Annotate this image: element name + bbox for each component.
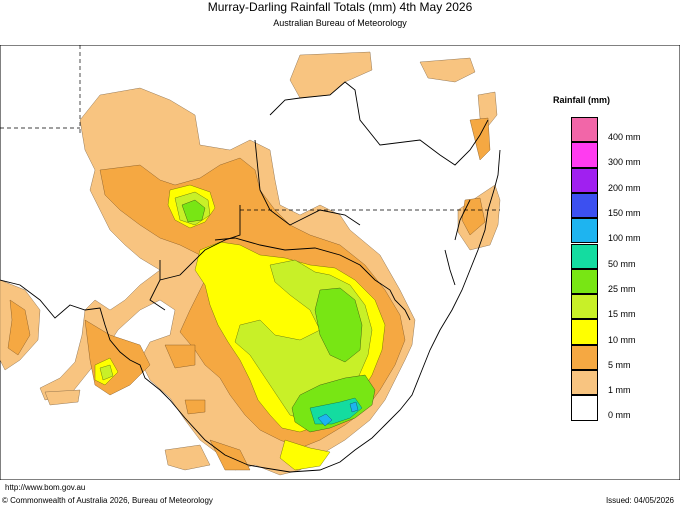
legend-swatch [571, 218, 598, 244]
copyright-text: © Commonwealth of Australia 2026, Bureau… [2, 496, 213, 505]
legend-swatch [571, 117, 598, 143]
legend-swatch [571, 142, 598, 168]
state-borders [0, 81, 501, 473]
legend-label: 400 mm [608, 132, 641, 143]
map-title: Murray-Darling Rainfall Totals (mm) 4th … [207, 0, 473, 14]
legend-label: 1 mm [608, 385, 631, 396]
legend-label: 200 mm [608, 182, 641, 193]
legend-label: 10 mm [608, 334, 636, 345]
rainfall-map [0, 45, 680, 480]
legend-swatch [571, 395, 598, 421]
legend-label: 25 mm [608, 283, 636, 294]
legend-swatch [571, 344, 598, 370]
legend-swatch [571, 243, 598, 269]
legend-label: 5 mm [608, 359, 631, 370]
legend-swatch [571, 370, 598, 396]
legend-label: 0 mm [608, 410, 631, 421]
legend-label: 300 mm [608, 157, 641, 168]
legend-label: 50 mm [608, 258, 636, 269]
legend-label: 15 mm [608, 309, 636, 320]
bom-url[interactable]: http://www.bom.gov.au [5, 483, 86, 492]
legend-label: 100 mm [608, 233, 641, 244]
legend-title: Rainfall (mm) [553, 95, 611, 105]
legend-swatch [571, 319, 598, 345]
issued-date: Issued: 04/05/2026 [605, 496, 674, 505]
rain-100mm-areas [317, 401, 359, 427]
legend-swatch [571, 167, 598, 193]
legend-swatch [571, 192, 598, 219]
legend-swatch [571, 268, 598, 295]
latitude-lines [0, 127, 500, 211]
legend-label: 150 mm [608, 208, 641, 219]
legend-swatch [571, 294, 598, 320]
map-subtitle: Australian Bureau of Meteorology [273, 18, 407, 28]
